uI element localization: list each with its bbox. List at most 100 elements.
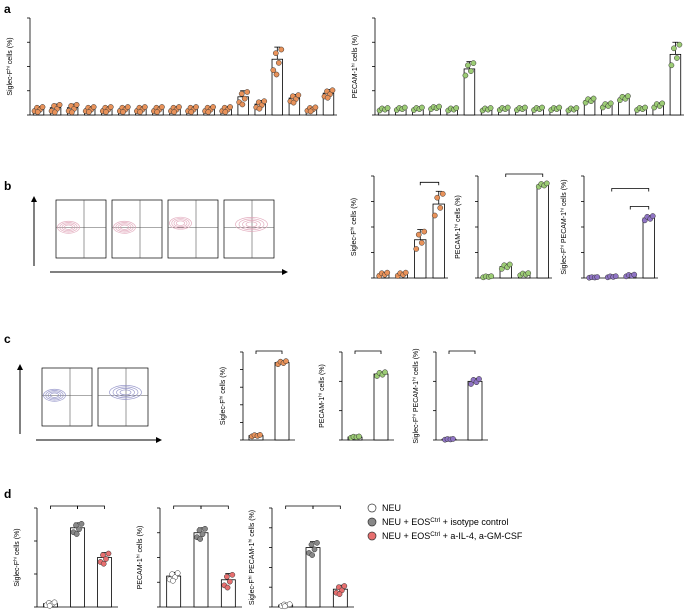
- data-point: [56, 101, 63, 108]
- y-axis-label: Siglec-Fhi​ PECAM-1hi​ cells (%): [560, 179, 568, 274]
- data-point: [120, 109, 126, 115]
- data-point: [90, 104, 97, 110]
- y-axis-label: Siglec-Fhi​ PECAM-1hi​ cells (%): [412, 348, 420, 443]
- data-point: [607, 100, 614, 107]
- data-point: [105, 550, 112, 557]
- data-point: [676, 41, 683, 48]
- data-point: [434, 194, 441, 201]
- flow-plot-frame: [41, 367, 93, 427]
- bracket: [448, 350, 476, 354]
- density-contour: [242, 220, 261, 229]
- bracket: [285, 505, 314, 509]
- data-point: [244, 89, 251, 95]
- data-point: [590, 95, 597, 102]
- data-point: [73, 531, 80, 537]
- density-contour: [169, 216, 192, 230]
- data-point: [419, 104, 425, 111]
- data-point: [124, 104, 131, 110]
- flow-plot-frame: [167, 199, 219, 259]
- density-contour: [235, 217, 268, 232]
- data-point: [51, 109, 58, 116]
- data-point: [465, 62, 471, 69]
- data-point: [270, 67, 277, 73]
- density-contour: [115, 222, 134, 233]
- bracket: [312, 505, 341, 509]
- bar: [467, 380, 483, 441]
- density-contour: [57, 220, 80, 234]
- data-point: [210, 104, 216, 110]
- data-point: [257, 432, 263, 438]
- flow-plot-frame: [55, 199, 107, 259]
- data-point: [205, 109, 212, 115]
- data-point: [470, 60, 477, 66]
- data-point: [238, 90, 245, 97]
- bracket: [200, 505, 229, 509]
- data-point: [241, 95, 248, 102]
- data-point: [312, 104, 319, 111]
- data-point: [239, 101, 246, 108]
- y-axis-label: PECAM-1hi​ cells (%): [454, 195, 462, 259]
- chart-c1: Siglec-Fhi​ cells (%): [219, 350, 295, 441]
- panel-label-a: a: [4, 2, 11, 16]
- data-point: [170, 577, 176, 584]
- panel-label-b: b: [4, 179, 11, 193]
- density-contour: [119, 224, 130, 230]
- data-point: [202, 525, 208, 532]
- density-contour: [61, 223, 76, 232]
- data-point: [275, 60, 282, 66]
- chart-b1: Siglec-Fhi​ cells (%): [350, 175, 448, 279]
- data-point: [34, 109, 41, 115]
- data-point: [439, 191, 446, 197]
- data-point: [462, 72, 469, 79]
- data-point: [450, 436, 456, 442]
- data-point: [100, 560, 107, 567]
- legend-label: NEU + EOSCtrl​ + a-IL-4, a-GM-CSF: [382, 531, 523, 541]
- data-point: [402, 269, 409, 276]
- density-contour: [171, 218, 190, 229]
- density-contour: [47, 391, 62, 400]
- data-point: [227, 104, 233, 110]
- data-point: [176, 104, 182, 110]
- data-point: [556, 104, 563, 111]
- flow-plot-frame: [111, 199, 163, 259]
- bracket: [255, 350, 283, 354]
- legend-label: NEU: [382, 503, 401, 513]
- data-point: [223, 573, 230, 580]
- chart-c3: Siglec-Fhi​ PECAM-1hi​ cells (%): [412, 348, 488, 444]
- flow-plot-frame: [97, 367, 149, 427]
- flow-flow_c: [17, 364, 162, 443]
- data-point: [488, 273, 495, 280]
- density-contour: [116, 388, 135, 397]
- arrowhead-icon: [156, 437, 162, 443]
- data-point: [307, 108, 314, 115]
- chart-b2: PECAM-1hi​ cells (%): [454, 173, 552, 281]
- bar: [274, 362, 290, 441]
- chart-a2: PECAM-1hi​ cells (%): [351, 17, 684, 116]
- density-contour: [45, 390, 64, 401]
- data-point: [39, 104, 46, 110]
- data-point: [278, 46, 285, 53]
- chart-d1: Siglec-Fhi​ cells (%): [13, 505, 118, 609]
- density-contour: [117, 223, 132, 232]
- data-point: [103, 556, 109, 562]
- data-point: [468, 68, 474, 74]
- data-point: [73, 101, 80, 108]
- data-point: [222, 109, 229, 115]
- data-point: [197, 536, 204, 542]
- data-point: [522, 104, 528, 111]
- flow-plot-frame: [223, 199, 275, 259]
- data-point: [86, 109, 92, 115]
- density-contour: [63, 224, 74, 230]
- legend-d: NEU NEU + EOSCtrl​ + isotype control NEU +…: [367, 503, 523, 541]
- density-contour: [173, 219, 188, 228]
- chart-d2: PECAM-1hi​ cells (%): [136, 505, 242, 608]
- y-axis-label: Siglec-Fhi​ PECAM-1hi​ cells (%): [248, 510, 256, 605]
- data-point: [642, 104, 648, 111]
- data-point: [413, 246, 420, 252]
- chart-c2: PECAM-1hi​ cells (%): [318, 350, 394, 441]
- data-point: [229, 571, 236, 578]
- data-point: [594, 274, 601, 280]
- density-contour: [43, 388, 66, 402]
- y-axis-label: PECAM-1hi​ cells (%): [136, 526, 144, 590]
- bar: [536, 184, 549, 279]
